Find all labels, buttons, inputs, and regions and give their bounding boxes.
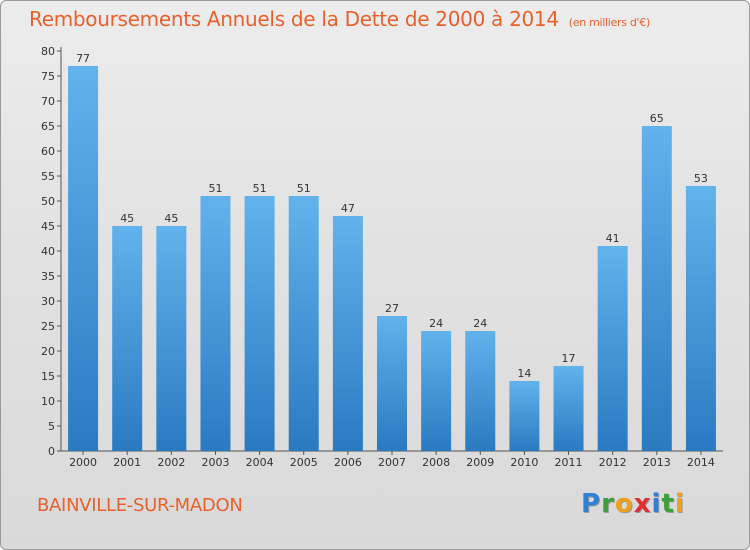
x-tick-label: 2004 [246, 456, 274, 469]
data-label: 65 [650, 112, 664, 125]
y-tick-label: 55 [41, 170, 55, 183]
y-tick-label: 0 [48, 445, 55, 458]
bar [377, 316, 407, 451]
bar [553, 366, 584, 451]
bars: 77 45 45 51 51 51 47 27 24 24 14 17 41 65 53 [68, 52, 716, 451]
bar [244, 196, 275, 451]
data-label: 51 [208, 182, 222, 195]
bar [465, 331, 496, 451]
data-label: 14 [517, 367, 531, 380]
logo-letter: i [651, 489, 662, 519]
x-tick-label: 2001 [113, 456, 141, 469]
y-tick-label: 5 [48, 420, 55, 433]
chart-title-text: Remboursements Annuels de la Dette de 20… [29, 7, 559, 31]
bar [332, 216, 363, 451]
y-tick-label: 45 [41, 220, 55, 233]
data-label: 51 [253, 182, 267, 195]
data-label: 24 [429, 317, 443, 330]
logo-letter: t [661, 489, 675, 519]
x-tick-label: 2005 [290, 456, 318, 469]
data-label: 51 [297, 182, 311, 195]
x-tick-label: 2011 [555, 456, 583, 469]
logo-letter: x [633, 489, 652, 519]
x-tick-label: 2002 [157, 456, 185, 469]
data-label: 41 [606, 232, 620, 245]
y-tick-label: 60 [41, 145, 55, 158]
data-label: 24 [473, 317, 487, 330]
proxiti-logo: Proxiti [581, 489, 685, 519]
data-label: 45 [120, 212, 134, 225]
x-tick-label: 2008 [422, 456, 450, 469]
y-tick-label: 40 [41, 245, 55, 258]
logo-letter: i [674, 489, 685, 519]
bar [68, 66, 99, 451]
data-label: 77 [76, 52, 90, 65]
data-label: 45 [164, 212, 178, 225]
y-tick-label: 15 [41, 370, 55, 383]
x-tick-label: 2006 [334, 456, 362, 469]
y-tick-label: 35 [41, 270, 55, 283]
y-tick-label: 75 [41, 70, 55, 83]
y-tick-label: 20 [41, 345, 55, 358]
bar [112, 226, 143, 451]
y-tick-label: 30 [41, 295, 55, 308]
x-tick-label: 2014 [687, 456, 715, 469]
x-tick-label: 2012 [599, 456, 627, 469]
y-tick-label: 25 [41, 320, 55, 333]
bar [685, 186, 716, 451]
bar [641, 126, 672, 451]
city-name: BAINVILLE-SUR-MADON [37, 495, 243, 516]
logo-letter: o [614, 489, 634, 519]
axes: 0 5 10 15 20 25 30 35 40 45 50 55 60 65 70 75 80 2000 2001… [41, 45, 723, 469]
data-label: 47 [341, 202, 355, 215]
x-tick-label: 2013 [643, 456, 671, 469]
x-tick-label: 2010 [510, 456, 538, 469]
data-label: 53 [694, 172, 708, 185]
bar [421, 331, 452, 451]
chart-title: Remboursements Annuels de la Dette de 20… [29, 7, 650, 31]
bar [156, 226, 187, 451]
y-tick-label: 65 [41, 120, 55, 133]
y-tick-label: 50 [41, 195, 55, 208]
x-tick-label: 2000 [69, 456, 97, 469]
x-tick-label: 2009 [466, 456, 494, 469]
bar [509, 381, 540, 451]
y-tick-label: 70 [41, 95, 55, 108]
x-tick-label: 2007 [378, 456, 406, 469]
data-label: 17 [562, 352, 576, 365]
data-label: 27 [385, 302, 399, 315]
bar [597, 246, 628, 451]
logo-letter: r [601, 489, 615, 519]
chart-unit: (en milliers d'€) [568, 16, 650, 29]
logo-letter: P [581, 489, 602, 519]
bar [200, 196, 231, 451]
y-tick-label: 10 [41, 395, 55, 408]
bar [288, 196, 319, 451]
y-tick-label: 80 [41, 45, 55, 58]
x-tick-label: 2003 [201, 456, 229, 469]
